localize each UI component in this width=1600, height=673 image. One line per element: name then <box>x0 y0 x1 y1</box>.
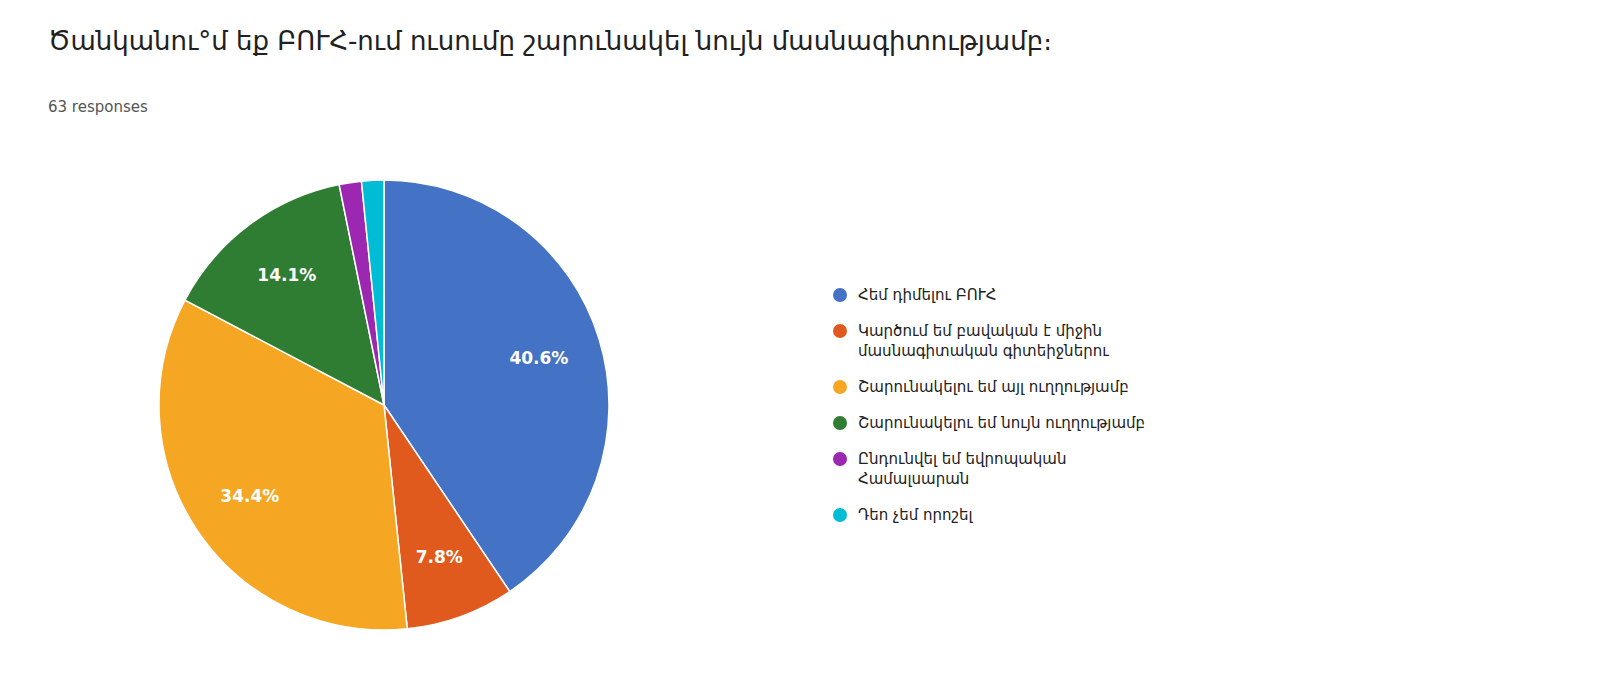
legend-label: Դեո չեմ որոշել <box>858 506 973 524</box>
legend-item: Դեո չեմ որոշել <box>833 506 973 524</box>
legend: Հեմ դիմելու ԲՈՒՀ Կարծում եմ բավական է միջ… <box>833 286 1145 524</box>
pie-group <box>159 180 609 630</box>
legend-swatch <box>833 288 847 302</box>
legend-swatch <box>833 452 847 466</box>
legend-label: Կարծում եմ բավական է միջին մասնագիտական գ… <box>858 322 1109 360</box>
data-labels: 40.6% 7.8% 34.4% 14.1% <box>220 265 568 567</box>
legend-label: Հեմ դիմելու ԲՈՒՀ <box>858 286 997 304</box>
legend-label: Շարունակելու եմ նույն ուղղությամբ <box>858 414 1145 432</box>
data-label: 14.1% <box>257 265 316 285</box>
chart-container: Ծանկանու°մ եք ԲՈՒՀ-ում ուսումը շարունակե… <box>0 0 1600 673</box>
legend-swatch <box>833 508 847 522</box>
legend-label: Շարունակելու եմ այլ ուղղությամբ <box>858 378 1129 396</box>
legend-swatch <box>833 324 847 338</box>
legend-label-line: մասնագիտական գիտեիջներու <box>858 342 1109 360</box>
legend-label-line: Ընդունվել եմ եվրոպական <box>858 450 1066 468</box>
legend-label-line: Շարունակելու եմ այլ ուղղությամբ <box>858 378 1129 396</box>
data-label: 7.8% <box>416 547 463 567</box>
legend-label-line: Կարծում եմ բավական է միջին <box>858 322 1102 340</box>
chart-svg: Ծանկանու°մ եք ԲՈՒՀ-ում ուսումը շարունակե… <box>0 0 1600 673</box>
chart-subtitle: 63 responses <box>48 98 148 116</box>
legend-item: Հեմ դիմելու ԲՈՒՀ <box>833 286 997 304</box>
data-label: 40.6% <box>509 348 568 368</box>
legend-label-line: Շարունակելու եմ նույն ուղղությամբ <box>858 414 1145 432</box>
legend-item: Ընդունվել եմ եվրոպական Համալսարան <box>833 450 1066 488</box>
legend-label-line: Համալսարան <box>858 470 969 488</box>
legend-label: Ընդունվել եմ եվրոպական Համալսարան <box>858 450 1066 488</box>
data-label: 34.4% <box>220 486 279 506</box>
legend-item: Շարունակելու եմ այլ ուղղությամբ <box>833 378 1129 396</box>
pie-slice <box>361 180 384 405</box>
legend-item: Շարունակելու եմ նույն ուղղությամբ <box>833 414 1145 432</box>
legend-label-line: Հեմ դիմելու ԲՈՒՀ <box>858 286 997 304</box>
legend-label-line: Դեո չեմ որոշել <box>858 506 973 524</box>
legend-item: Կարծում եմ բավական է միջին մասնագիտական գ… <box>833 322 1109 360</box>
legend-swatch <box>833 380 847 394</box>
chart-title: Ծանկանու°մ եք ԲՈՒՀ-ում ուսումը շարունակե… <box>48 26 1052 56</box>
legend-swatch <box>833 416 847 430</box>
